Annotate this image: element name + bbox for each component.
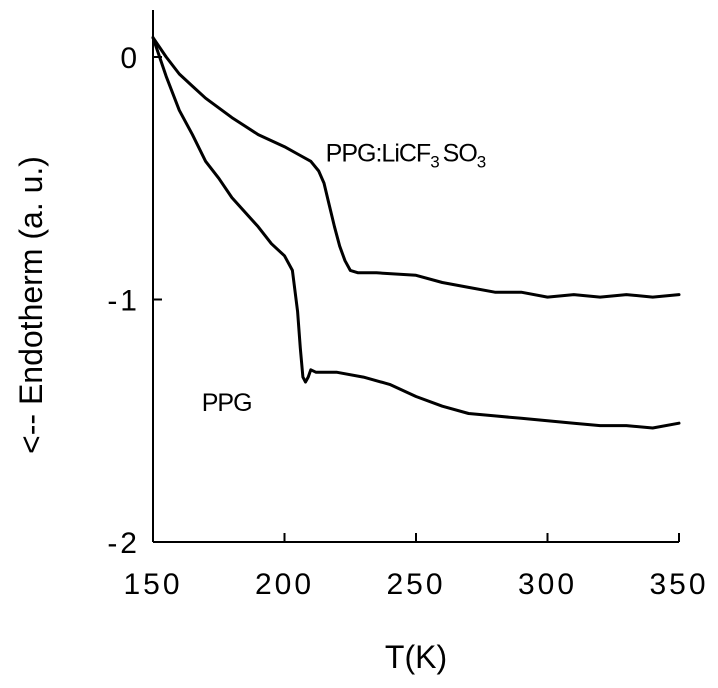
x-axis-title: T(K) (385, 639, 447, 675)
series-line-ppg-licf3so3 (151, 36, 681, 299)
y-axis-title: <-- Endotherm (a. u.) (13, 156, 49, 454)
y-tick-label: 0 (120, 42, 140, 75)
x-tick-label: 300 (518, 568, 577, 601)
x-tick-label: 350 (649, 568, 708, 601)
annotation-layer: PPG:LiCF3 SO3 PPG (202, 139, 487, 417)
series-line-ppg (151, 36, 681, 430)
x-axis-ticks: 150 200 250 300 350 (123, 533, 708, 601)
x-tick-label: 200 (255, 568, 314, 601)
x-tick-label: 250 (386, 568, 445, 601)
x-tick-label: 150 (123, 568, 182, 601)
label-ppg-licf3so3: PPG:LiCF3 SO3 (326, 139, 486, 171)
label-ppg: PPG (202, 389, 252, 417)
y-tick-label: -2 (107, 527, 140, 560)
series-layer (151, 36, 681, 430)
y-axis-ticks: 0 -1 -2 (107, 42, 162, 560)
y-tick-label: -1 (107, 285, 140, 318)
